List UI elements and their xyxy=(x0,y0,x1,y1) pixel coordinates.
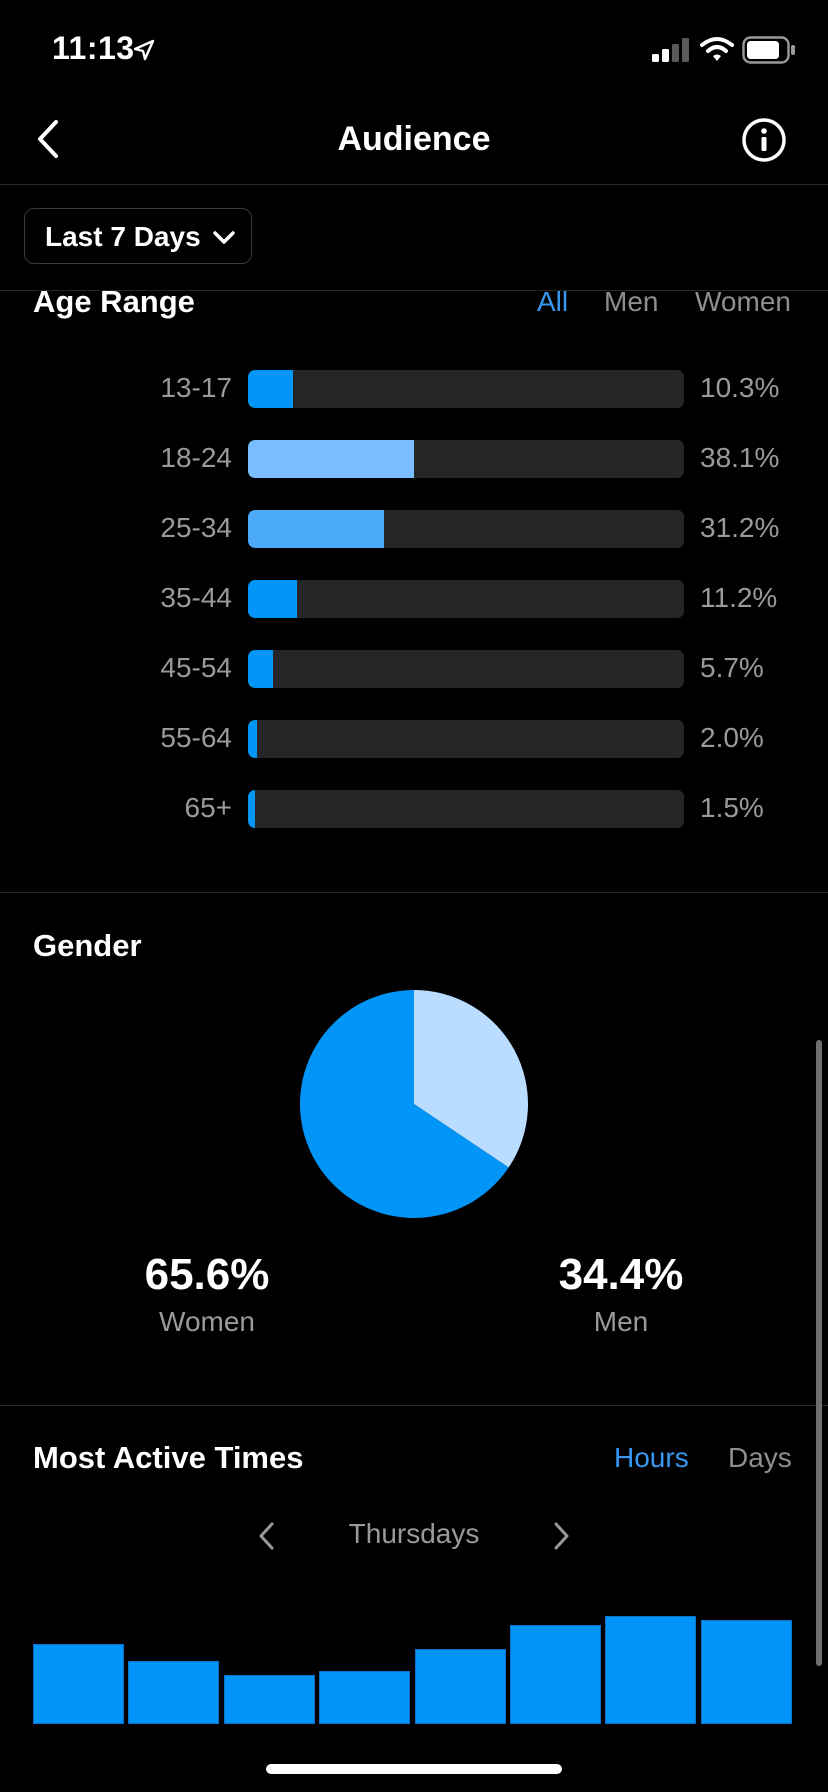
gender-pie-chart xyxy=(300,990,528,1218)
gender-section-divider xyxy=(0,1405,828,1406)
previous-day-icon[interactable] xyxy=(256,1520,278,1552)
active-time-bar xyxy=(701,1620,792,1724)
age-row: 55-64 2.0% xyxy=(0,720,828,758)
chevron-down-icon xyxy=(213,231,235,244)
location-arrow-icon xyxy=(133,39,155,61)
info-icon[interactable] xyxy=(740,116,788,164)
gender-men-stat: 34.4% Men xyxy=(471,1250,771,1338)
age-tab-women[interactable]: Women xyxy=(695,286,791,317)
gender-women-label: Women xyxy=(159,1306,255,1337)
age-bar-track xyxy=(248,370,684,408)
age-bar-track xyxy=(248,580,684,618)
wifi-icon xyxy=(700,37,734,61)
age-row: 25-34 31.2% xyxy=(0,510,828,548)
page-title: Audience xyxy=(337,120,491,158)
age-bar-fill xyxy=(248,790,255,828)
age-bar-track xyxy=(248,790,684,828)
most-active-times-chart xyxy=(33,1600,795,1724)
active-time-bar xyxy=(605,1616,696,1724)
active-time-bar xyxy=(319,1671,410,1724)
gender-women-value: 65.6% xyxy=(144,1250,270,1299)
age-row-value: 11.2% xyxy=(700,582,778,613)
selected-day-label: Thursdays xyxy=(348,1518,480,1549)
age-row-label: 13-17 xyxy=(160,372,232,403)
age-row-value: 10.3% xyxy=(700,372,780,403)
age-row: 35-44 11.2% xyxy=(0,580,828,618)
age-tab-all[interactable]: All xyxy=(537,286,569,317)
age-bar-fill xyxy=(248,580,297,618)
age-row-value: 1.5% xyxy=(700,792,764,823)
pie-slice-men xyxy=(414,990,528,1168)
age-row-label: 25-34 xyxy=(160,512,232,543)
age-row-value: 31.2% xyxy=(700,512,780,543)
pie-slice-women xyxy=(300,990,509,1218)
age-bar-track xyxy=(248,650,684,688)
status-bar: 11:13 xyxy=(0,0,828,100)
age-row-label: 55-64 xyxy=(160,722,232,753)
gender-men-value: 34.4% xyxy=(558,1250,684,1299)
age-bar-track xyxy=(248,510,684,548)
active-time-bar xyxy=(224,1675,315,1724)
home-indicator[interactable] xyxy=(266,1764,562,1774)
status-time: 11:13 xyxy=(52,30,135,66)
battery-icon xyxy=(742,36,795,64)
active-time-bar xyxy=(128,1661,219,1724)
age-range-title: Age Range xyxy=(33,284,195,319)
gender-men-label: Men xyxy=(593,1306,649,1337)
age-row-label: 35-44 xyxy=(160,582,232,613)
scroll-indicator[interactable] xyxy=(816,1040,822,1666)
header: Audience xyxy=(0,100,828,185)
date-range-dropdown[interactable]: Last 7 Days xyxy=(24,208,252,264)
most-active-title: Most Active Times xyxy=(33,1440,304,1475)
filter-divider xyxy=(0,290,828,291)
age-bar-fill xyxy=(248,440,414,478)
age-bar-fill xyxy=(248,650,273,688)
age-row-value: 5.7% xyxy=(700,652,764,683)
age-bar-track xyxy=(248,440,684,478)
cellular-signal-icon xyxy=(652,38,689,62)
back-chevron-icon[interactable] xyxy=(30,116,70,162)
active-tab-days[interactable]: Days xyxy=(728,1442,792,1473)
active-time-bar xyxy=(510,1625,601,1724)
age-section-divider xyxy=(0,892,828,893)
active-time-bar xyxy=(415,1649,506,1724)
age-row-label: 18-24 xyxy=(160,442,232,473)
age-row: 45-54 5.7% xyxy=(0,650,828,688)
age-row-value: 38.1% xyxy=(700,442,780,473)
age-row: 65+ 1.5% xyxy=(0,790,828,828)
age-bar-fill xyxy=(248,370,293,408)
date-range-label: Last 7 Days xyxy=(45,221,201,252)
active-time-bar xyxy=(33,1644,124,1724)
age-bar-fill xyxy=(248,720,257,758)
age-tab-men[interactable]: Men xyxy=(604,286,659,317)
active-tab-hours[interactable]: Hours xyxy=(614,1442,689,1473)
age-row-label: 45-54 xyxy=(160,652,232,683)
next-day-icon[interactable] xyxy=(550,1520,572,1552)
gender-women-stat: 65.6% Women xyxy=(57,1250,357,1338)
gender-title: Gender xyxy=(33,928,142,963)
age-row-value: 2.0% xyxy=(700,722,764,753)
age-row: 18-24 38.1% xyxy=(0,440,828,478)
age-bar-track xyxy=(248,720,684,758)
age-row-label: 65+ xyxy=(184,792,233,823)
age-row: 13-17 10.3% xyxy=(0,370,828,408)
age-bar-fill xyxy=(248,510,384,548)
